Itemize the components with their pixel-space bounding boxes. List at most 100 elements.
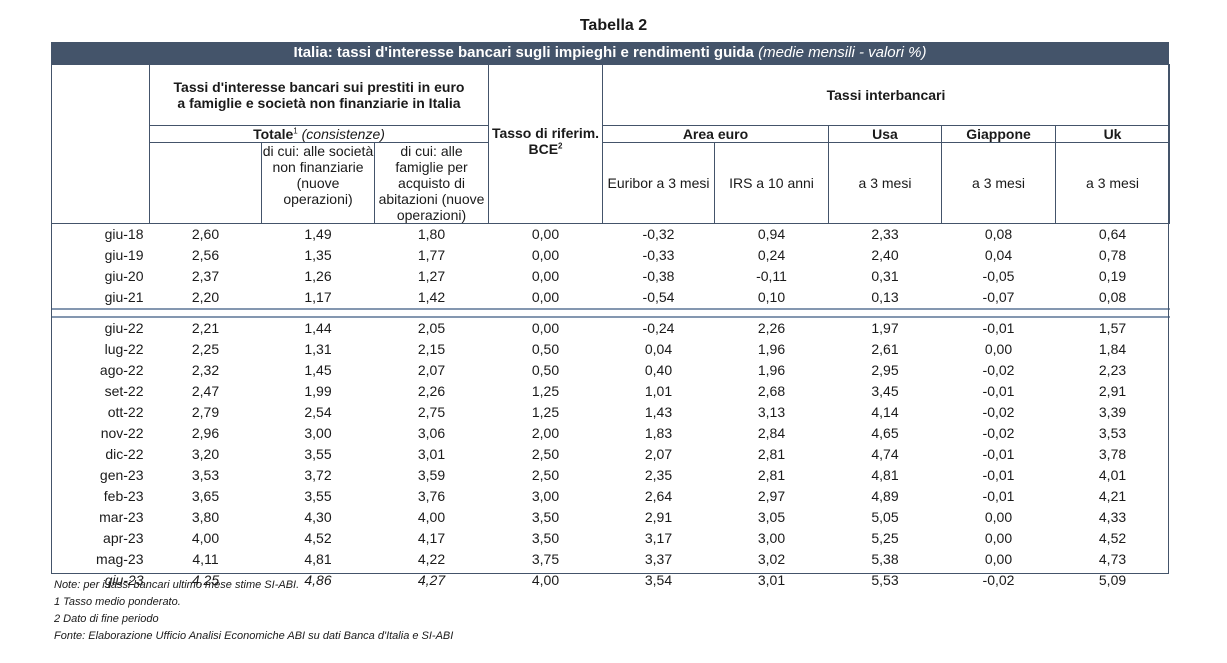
row-value: 1,96 <box>757 341 786 357</box>
row-value: 0,00 <box>984 530 1013 546</box>
row-value: -0,54 <box>642 289 675 305</box>
row-value: 3,02 <box>757 551 786 567</box>
row-value: 3,72 <box>304 467 332 483</box>
row-value: 4,65 <box>871 425 899 441</box>
row-value: 3,75 <box>531 551 560 567</box>
row-value: 3,00 <box>757 530 786 546</box>
row-value: 4,33 <box>1098 509 1127 525</box>
row-value: -0,01 <box>982 446 1015 462</box>
header-bank-rates: Tassi d'interesse bancari sui prestiti i… <box>149 64 489 126</box>
row-value: -0,32 <box>642 226 675 242</box>
row-value: 5,38 <box>871 551 899 567</box>
row-value: 2,15 <box>417 341 446 357</box>
row-value: 2,68 <box>757 383 786 399</box>
table-row: giu-19 2,56 1,35 1,77 0,00 -0,33 0,24 2,40 0,04 0… <box>52 245 1170 266</box>
banner-main: Italia: tassi d'interesse bancari sugli … <box>293 44 754 61</box>
row-value: 1,35 <box>304 247 332 263</box>
row-value: 3,54 <box>644 572 673 588</box>
row-value: 2,32 <box>191 362 220 378</box>
row-value: 4,52 <box>1098 530 1127 546</box>
row-value: 2,81 <box>757 446 786 462</box>
row-value: 3,55 <box>304 488 332 504</box>
table-row: apr-23 4,00 4,52 4,17 3,50 3,17 3,00 5,25 0,00 4,… <box>52 528 1170 549</box>
row-value: 2,96 <box>191 425 220 441</box>
row-value: 4,25 <box>191 572 220 588</box>
row-value: -0,38 <box>642 268 675 284</box>
row-value: 2,05 <box>417 320 446 336</box>
row-value: 3,20 <box>191 446 220 462</box>
row-value: 0,13 <box>871 289 899 305</box>
row-value: 1,57 <box>1098 320 1127 336</box>
row-value: 3,17 <box>644 530 673 546</box>
row-value: 1,44 <box>304 320 332 336</box>
row-value: 2,20 <box>191 289 220 305</box>
row-period: mar-23 <box>99 509 144 525</box>
row-period: giu-20 <box>104 268 144 284</box>
row-value: 4,27 <box>417 572 446 588</box>
table-row: feb-23 3,65 3,55 3,76 3,00 2,64 2,97 4,89 -0,01 4… <box>52 486 1170 507</box>
table-banner: Italia: tassi d'interesse bancari sugli … <box>51 42 1169 64</box>
row-value: 3,50 <box>531 530 560 546</box>
row-value: 2,00 <box>531 425 560 441</box>
row-value: 1,26 <box>304 268 332 284</box>
row-value: -0,02 <box>982 572 1015 588</box>
row-value: 1,96 <box>757 362 786 378</box>
row-value: 4,30 <box>304 509 332 525</box>
row-value: -0,01 <box>982 320 1015 336</box>
row-value: 2,61 <box>871 341 899 357</box>
row-value: 0,08 <box>984 226 1013 242</box>
row-value: 3,13 <box>757 404 786 420</box>
row-value: 4,17 <box>417 530 446 546</box>
header-usa-sub: a 3 mesi <box>828 142 942 224</box>
row-value: 4,81 <box>871 467 899 483</box>
table-row: gen-23 3,53 3,72 3,59 2,50 2,35 2,81 4,81 -0,01 4… <box>52 465 1170 486</box>
row-value: 0,00 <box>531 226 560 242</box>
banner-suffix: (medie mensili - valori %) <box>758 44 927 61</box>
note-line: Fonte: Elaborazione Ufficio Analisi Econ… <box>54 630 454 642</box>
row-value: 1,27 <box>417 268 446 284</box>
row-value: 3,65 <box>191 488 220 504</box>
table-row: giu-20 2,37 1,26 1,27 0,00 -0,38 -0,11 0,31 -0,0… <box>52 266 1170 287</box>
row-value: 0,00 <box>531 268 560 284</box>
header-area-euro: Area euro <box>602 125 829 143</box>
note-line: Note: per i tassi bancari ultimo mese st… <box>54 579 300 591</box>
row-value: 3,55 <box>304 446 332 462</box>
row-value: 2,91 <box>644 509 673 525</box>
row-value: 0,78 <box>1098 247 1127 263</box>
row-period: giu-19 <box>104 247 144 263</box>
table-row: mag-23 4,11 4,81 4,22 3,75 3,37 3,02 5,38 0,00 4,… <box>52 549 1170 570</box>
row-value: 3,00 <box>304 425 332 441</box>
row-value: 2,33 <box>871 226 899 242</box>
row-period: lug-22 <box>104 341 144 357</box>
header-blank <box>51 64 150 224</box>
row-value: 2,21 <box>191 320 220 336</box>
row-value: 2,35 <box>644 467 673 483</box>
row-value: 1,49 <box>304 226 332 242</box>
row-value: 1,25 <box>531 404 560 420</box>
row-value: 5,53 <box>871 572 899 588</box>
row-value: -0,05 <box>982 268 1015 284</box>
row-value: 0,00 <box>984 551 1013 567</box>
row-value: -0,07 <box>982 289 1015 305</box>
row-value: 0,00 <box>984 509 1013 525</box>
row-value: 4,81 <box>304 551 332 567</box>
row-value: 0,64 <box>1098 226 1127 242</box>
row-value: 3,39 <box>1098 404 1127 420</box>
row-value: 0,00 <box>984 341 1013 357</box>
row-value: 0,00 <box>531 247 560 263</box>
row-value: 0,19 <box>1098 268 1127 284</box>
row-value: 3,37 <box>644 551 673 567</box>
row-value: 2,50 <box>531 467 560 483</box>
row-period: set-22 <box>104 383 144 399</box>
row-value: 2,07 <box>417 362 446 378</box>
row-value: 3,53 <box>191 467 220 483</box>
row-value: 3,50 <box>531 509 560 525</box>
header-jp-sub: a 3 mesi <box>941 142 1056 224</box>
header-totale-sup: 1 <box>293 126 298 136</box>
header-uk: Uk <box>1054 125 1171 143</box>
row-value: 4,86 <box>304 572 332 588</box>
header-giappone: Giappone <box>941 125 1056 143</box>
row-value: 2,26 <box>757 320 786 336</box>
row-value: 1,77 <box>417 247 446 263</box>
row-value: 0,00 <box>531 289 560 305</box>
